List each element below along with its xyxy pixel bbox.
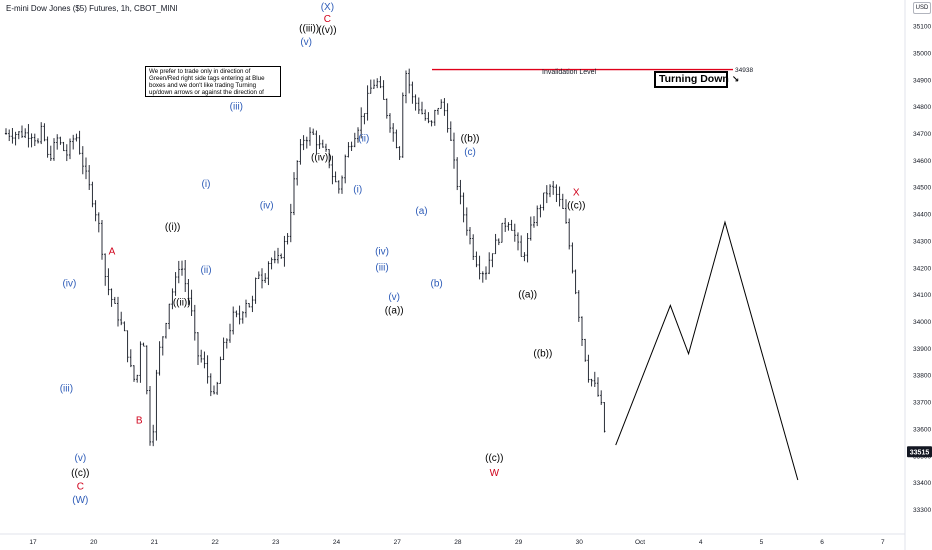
- last-price-box: [907, 446, 932, 458]
- price-tick-label: 33400: [913, 480, 931, 487]
- wave-label: ((b)): [533, 348, 552, 359]
- wave-label: ((b)): [461, 134, 480, 145]
- wave-label: X: [573, 187, 580, 198]
- price-tick-label: 34700: [913, 131, 931, 138]
- time-tick-label: 27: [394, 539, 402, 546]
- time-axis[interactable]: 17 20 21 22 23 24 27 28 29 30 Oct 4 5 6 7: [0, 533, 905, 546]
- wave-label: ((a)): [385, 305, 404, 316]
- invalidation-label: Invalidation Level: [542, 69, 597, 76]
- wave-label: ((c)): [567, 201, 585, 212]
- projection-path: [615, 220, 799, 481]
- time-tick-label: 5: [760, 539, 764, 546]
- wave-label: W: [490, 468, 500, 479]
- wave-label: A: [109, 246, 116, 257]
- wave-label: ((ii)): [173, 297, 191, 308]
- time-tick-label: 17: [29, 539, 37, 546]
- invalidation-level-value: 34938: [735, 67, 753, 74]
- wave-label: ((iii)): [299, 23, 319, 34]
- trend-down-icon: ↘: [731, 74, 740, 84]
- wave-label: C: [324, 14, 331, 25]
- wave-label: (a): [415, 206, 427, 217]
- wave-label: ((a)): [518, 289, 537, 300]
- wave-label: (iv): [260, 201, 274, 212]
- price-tick-label: 35000: [913, 50, 931, 57]
- wave-label: (v): [388, 292, 400, 303]
- time-tick-label: 29: [515, 539, 523, 546]
- chart-header: E-mini Dow Jones ($5) Futures, 1h, CBOT_…: [6, 4, 178, 13]
- wave-label: (iv): [375, 246, 389, 257]
- projection-line: [615, 220, 799, 481]
- price-tick-label: 34400: [913, 212, 931, 219]
- wave-label: (c): [464, 147, 476, 158]
- price-tick-label: 33300: [913, 507, 931, 514]
- wave-label: (W): [72, 495, 88, 506]
- wave-label: (i): [353, 185, 362, 196]
- time-tick-label: 30: [576, 539, 584, 546]
- wave-label: C: [77, 481, 84, 492]
- time-tick-label: 24: [333, 539, 341, 546]
- time-tick-label: 20: [90, 539, 98, 546]
- candles: [4, 68, 606, 447]
- wave-labels: (iv) (iii) (v) ((c)) C (W) A B ((i)) ((ii)) (i) (ii…: [60, 2, 586, 506]
- price-tick-label: 35100: [913, 24, 931, 31]
- price-tick-label: 34500: [913, 185, 931, 192]
- invalidation-line: 34938: [432, 67, 753, 74]
- wave-label: ((c)): [71, 468, 89, 479]
- wave-label: (iv): [62, 279, 76, 290]
- price-tick-label: 34900: [913, 77, 931, 84]
- price-tick-label: 34800: [913, 104, 931, 111]
- price-tick-label: 34100: [913, 292, 931, 299]
- currency-label[interactable]: USD: [913, 2, 931, 14]
- time-tick-label: 4: [699, 539, 703, 546]
- time-tick-label: 28: [454, 539, 462, 546]
- wave-label: B: [136, 416, 143, 427]
- wave-label: ((v)): [318, 25, 336, 36]
- wave-label: ((c)): [485, 453, 503, 464]
- turning-label: Turning Down: [659, 73, 729, 85]
- price-axis[interactable]: 3330033400335003360033700338003390034000…: [904, 0, 931, 550]
- time-tick-label: 23: [272, 539, 280, 546]
- wave-label: (iii): [230, 101, 243, 112]
- wave-label: (i): [202, 179, 211, 190]
- last-price-value: 33515: [910, 449, 930, 456]
- time-tick-label: 21: [151, 539, 159, 546]
- price-tick-label: 34600: [913, 158, 931, 165]
- time-tick-label: 7: [881, 539, 885, 546]
- last-price-badge: 33515: [907, 446, 932, 458]
- price-tick-label: 33700: [913, 400, 931, 407]
- price-tick-label: 34300: [913, 238, 931, 245]
- wave-label: (X): [321, 2, 334, 13]
- trading-note: We prefer to trade only in direction of …: [145, 66, 281, 97]
- price-tick-label: 33900: [913, 346, 931, 353]
- time-tick-label: 22: [211, 539, 219, 546]
- wave-label: ((iv)): [311, 152, 332, 163]
- turning-down-box: Turning Down ↘: [654, 71, 739, 88]
- wave-label: (v): [75, 453, 87, 464]
- wave-label: (ii): [358, 134, 369, 145]
- wave-label: (iii): [375, 263, 388, 274]
- price-tick-label: 33600: [913, 426, 931, 433]
- wave-label: (iii): [60, 383, 73, 394]
- wave-label: (v): [300, 37, 312, 48]
- price-tick-label: 33800: [913, 373, 931, 380]
- price-tick-label: 34000: [913, 319, 931, 326]
- wave-label: ((i)): [165, 222, 181, 233]
- price-tick-label: 34200: [913, 265, 931, 272]
- time-tick-label: Oct: [635, 539, 645, 546]
- wave-label: (b): [431, 279, 443, 290]
- wave-label: (ii): [200, 265, 211, 276]
- time-tick-label: 6: [820, 539, 824, 546]
